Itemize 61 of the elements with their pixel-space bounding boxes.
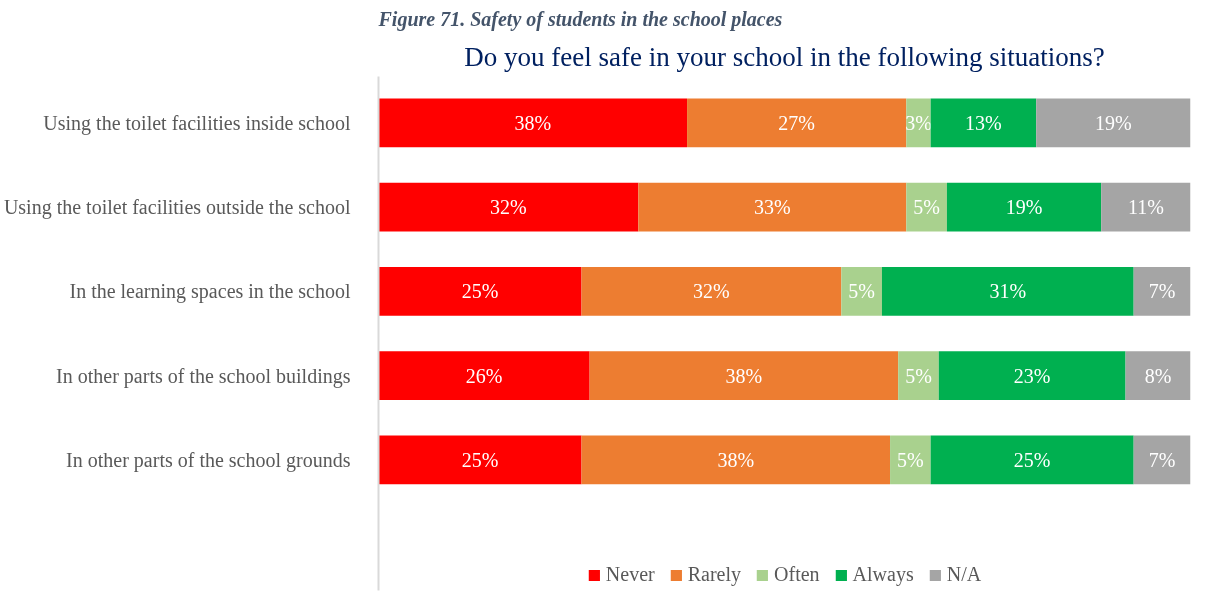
data-label: 3% (905, 111, 932, 134)
data-label: 7% (1148, 448, 1176, 471)
data-label: 19% (1005, 196, 1043, 219)
bar (378, 98, 688, 148)
bar (881, 266, 1134, 316)
legend-label: Often (774, 563, 820, 586)
data-label: 32% (490, 196, 527, 219)
bar (1125, 351, 1191, 401)
legend-label: N/A (946, 563, 982, 586)
bar (930, 435, 1134, 485)
legend-label: Always (852, 563, 914, 586)
bar (378, 351, 590, 401)
chart-title: Do you feel safe in your school in the following situations? (464, 41, 1105, 72)
data-label: 25% (461, 448, 499, 471)
data-label: 11% (1127, 196, 1164, 219)
bar (687, 98, 907, 148)
data-label: 5% (905, 364, 932, 387)
data-label: 23% (1013, 364, 1051, 387)
bar (946, 182, 1102, 232)
data-label: 27% (778, 111, 816, 134)
data-label: 32% (693, 280, 730, 303)
data-label: 25% (461, 280, 499, 303)
y-tick-label: In other parts of the school grounds (66, 448, 351, 472)
bar (906, 182, 947, 232)
y-tick-label: Using the toilet facilities inside school (43, 111, 351, 135)
data-label: 33% (753, 196, 791, 219)
y-tick-label: In other parts of the school buildings (56, 364, 351, 388)
bar (1101, 182, 1191, 232)
data-label: 7% (1148, 280, 1176, 303)
bar (378, 266, 582, 316)
bar (378, 182, 639, 232)
data-label: 31% (989, 280, 1027, 303)
data-label: 26% (465, 364, 503, 387)
data-label: 5% (897, 448, 924, 471)
bar (378, 435, 582, 485)
y-tick-label: Using the toilet facilities outside the school (3, 196, 351, 220)
bar (938, 351, 1126, 401)
data-label: 38% (717, 448, 755, 471)
bar (1036, 98, 1191, 148)
data-label: 19% (1095, 111, 1132, 134)
data-label: 5% (848, 280, 875, 303)
bar (638, 182, 907, 232)
bar (930, 98, 1037, 148)
legend-label: Never (605, 563, 655, 586)
data-label: 38% (725, 364, 763, 387)
caption: Figure 71. Safety of students in the school places (377, 7, 783, 31)
bar (589, 351, 899, 401)
bar (841, 266, 882, 316)
bar (1133, 266, 1191, 316)
bar (898, 351, 939, 401)
bar (581, 266, 842, 316)
data-label: 8% (1144, 364, 1172, 387)
data-label: 38% (514, 111, 552, 134)
data-label: 5% (913, 196, 940, 219)
data-label: 13% (965, 111, 1002, 134)
bar (890, 435, 931, 485)
data-label: 25% (1013, 448, 1051, 471)
bar (581, 435, 891, 485)
y-tick-label: In the learning spaces in the school (69, 280, 351, 304)
bar (1133, 435, 1191, 485)
legend-label: Rarely (687, 563, 742, 586)
